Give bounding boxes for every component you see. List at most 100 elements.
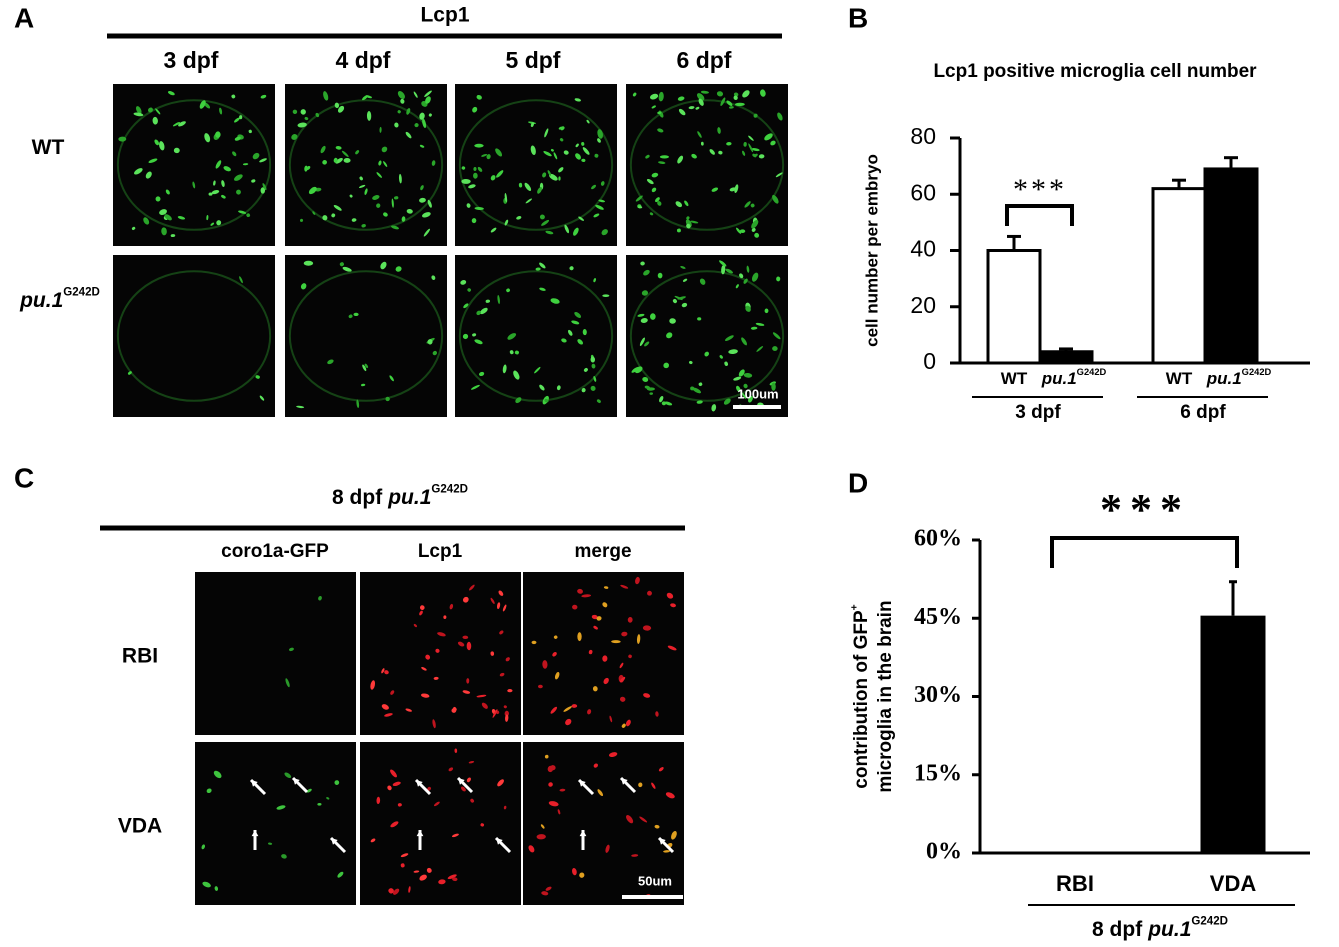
x-tick-label-part: G242D [1242,368,1272,378]
cell [472,333,477,337]
cell [154,139,160,146]
cell [405,131,412,139]
cell [649,392,654,395]
cell [579,872,585,878]
y-tick-label: 0 [923,348,936,374]
cell [553,152,558,160]
y-tick-label: 40 [910,236,936,262]
cell [530,122,534,127]
cell [384,670,389,675]
cell [601,229,608,236]
cell [700,141,704,146]
cell [337,105,345,113]
arrowhead [458,778,465,785]
cell [582,328,587,336]
cell [223,166,231,172]
cell [232,151,237,157]
cell [460,786,466,792]
cell [575,143,579,148]
cell [463,303,469,309]
cell [496,602,501,610]
cell [467,288,471,292]
cell [461,179,471,184]
cell [201,844,206,850]
scale-bar-label: 50um [638,873,672,888]
cell [657,272,663,279]
cell [659,155,670,159]
y-tick-label: 20 [910,292,936,318]
cell [213,180,216,186]
cell [202,881,211,888]
cell [395,266,402,272]
cell [427,339,433,345]
cell [709,149,715,155]
cell [427,786,431,791]
cell [192,181,196,189]
cell [379,126,382,133]
cell [643,693,651,698]
cell [561,338,567,343]
cell [426,867,432,873]
cell [251,179,256,183]
cell [381,704,389,710]
column-label: 6 dpf [677,47,732,73]
cell [770,140,776,146]
cell [569,266,574,271]
cell [698,382,703,387]
micrograph [195,572,356,735]
cell [259,395,265,401]
cell [688,360,693,365]
cell [734,102,745,107]
cell [353,312,359,317]
micrograph [113,255,275,417]
cell [540,824,545,829]
arrowhead [416,780,423,787]
cell [466,777,471,783]
cell [663,362,670,369]
cell [414,123,419,128]
cell [602,602,608,608]
bar [1038,350,1094,365]
cell [466,203,471,208]
cell [490,651,495,656]
cell [577,632,582,642]
cell [443,615,447,619]
cell [378,160,382,166]
cell [637,313,645,317]
cell [419,112,425,120]
cell [470,798,475,803]
cell [466,678,470,684]
cell [341,150,349,157]
cell [359,176,363,181]
cell [333,157,338,163]
cell [481,153,488,157]
cell [638,206,643,209]
cell [285,678,290,688]
cell [342,266,352,272]
cell [574,311,582,318]
micrograph [360,742,521,905]
cell [387,785,392,791]
cell [497,779,504,787]
cell [481,702,488,709]
cell [147,107,153,113]
cell [507,333,517,340]
cell [398,173,402,184]
cell [609,715,613,723]
cell [288,647,294,652]
cell [583,367,588,372]
cell [535,267,541,271]
cell [419,874,427,881]
cell [470,384,480,390]
cell [657,111,662,115]
cell [572,867,577,876]
arrowhead [251,830,259,837]
cell [408,886,411,893]
cell [355,150,360,155]
cell [655,197,660,203]
cell [260,94,267,99]
cell [598,199,606,203]
cell [299,218,304,222]
cell [772,346,778,351]
cell [666,592,674,599]
